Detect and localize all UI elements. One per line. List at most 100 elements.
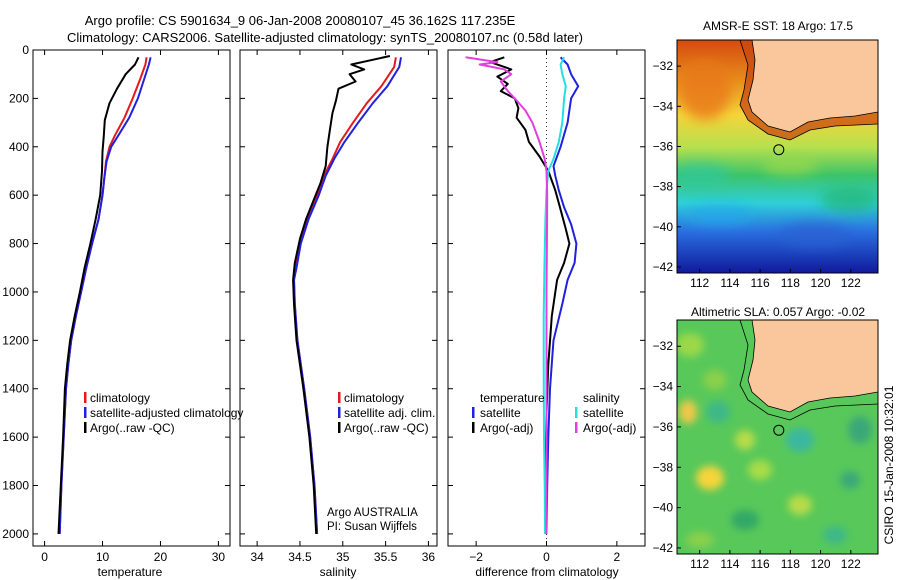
salinity-xtick-label: 34.5 (288, 550, 312, 564)
legend-label-temp-satellite: satellite (480, 406, 521, 420)
legend-label-argo: Argo(..raw -QC) (344, 421, 429, 435)
map-lon-label: 114 (720, 276, 739, 290)
depth-tick-label: 600 (9, 188, 29, 202)
legend-swatch-temp-argo (472, 422, 475, 433)
difference-series-argo-adj- (465, 56, 549, 534)
map-lon-label: 112 (690, 276, 709, 290)
legend-label-sal-argo: Argo(-adj) (583, 421, 636, 435)
salinity-series-climatology (293, 57, 397, 534)
temperature-xtick-label: 0 (41, 550, 48, 564)
map-lat-label: −42 (653, 260, 674, 274)
sst-coastline (747, 40, 878, 133)
legend-label-temp-argo: Argo(-adj) (480, 421, 533, 435)
legend-label-satellite: satellite adj. clim. (344, 406, 435, 420)
map-lat-label: −34 (653, 99, 674, 113)
sla-coastline (747, 320, 878, 413)
legend-swatch-climatology (338, 392, 341, 403)
salinity-xtick-label: 36 (422, 550, 436, 564)
map-lon-label: 118 (781, 557, 800, 571)
map-lat-label: −38 (653, 460, 674, 474)
figure-title-line1: Argo profile: CS 5901634_9 06-Jan-2008 2… (85, 13, 516, 28)
depth-tick-label: 1200 (2, 333, 29, 347)
map-lat-label: −36 (653, 139, 674, 153)
map-lon-label: 114 (720, 557, 739, 571)
sst-shelf-contour (739, 40, 878, 141)
temperature-series-satellite-adjusted-climatology (58, 57, 152, 534)
depth-tick-label: 200 (9, 91, 29, 105)
salinity-series-satellite-adj-clim- (293, 57, 402, 534)
legend-label-argo: Argo(..raw -QC) (90, 421, 175, 435)
depth-tick-label: 1600 (2, 430, 29, 444)
salinity-xtick-label: 35 (336, 550, 350, 564)
map-lon-label: 116 (751, 276, 770, 290)
difference-xtick-label: −2 (469, 550, 483, 564)
map-lat-label: −34 (653, 380, 674, 394)
temperature-series-climatology (58, 57, 148, 534)
legend-swatch-sal-satellite (575, 407, 578, 418)
legend-swatch-argo (338, 422, 341, 433)
legend-swatch-sal-argo (575, 422, 578, 433)
map-lat-label: −42 (653, 541, 674, 555)
temperature-xlabel: temperature (98, 565, 163, 579)
difference-xlabel: difference from climatology (475, 565, 618, 579)
figure-title-line2: Climatology: CARS2006. Satellite-adjuste… (67, 30, 583, 45)
legend-swatch-satellite (338, 407, 341, 418)
legend-title-temperature: temperature (480, 391, 545, 405)
map-lat-label: −36 (653, 420, 674, 434)
difference-series-argo-adj- (489, 56, 571, 534)
map-lon-label: 120 (811, 557, 831, 571)
legend-title-salinity: salinity (583, 391, 620, 405)
difference-series-satellite (542, 56, 567, 534)
legend-swatch-satellite (84, 407, 87, 418)
legend-swatch-climatology (84, 392, 87, 403)
salinity-legend: climatology satellite adj. clim. Argo(..… (338, 391, 435, 435)
salinity-axes (239, 49, 438, 547)
depth-tick-label: 400 (9, 140, 29, 154)
legend-label-climatology: climatology (344, 391, 404, 405)
temperature-axes (32, 49, 231, 547)
map-lon-label: 120 (811, 276, 831, 290)
map-lat-label: −32 (653, 59, 674, 73)
csiro-timestamp: CSIRO 15-Jan-2008 10:32:01 (882, 385, 896, 544)
legend-label-sal-satellite: satellite (583, 406, 624, 420)
map-lat-label: −40 (653, 501, 674, 515)
sla-map-frame (676, 319, 879, 555)
map-lon-label: 118 (781, 276, 800, 290)
map-lon-label: 116 (751, 557, 770, 571)
map-lat-label: −40 (653, 220, 674, 234)
argo-owner-annotation: Argo AUSTRALIA (327, 507, 418, 519)
temperature-legend: climatology satellite-adjusted climatolo… (84, 391, 243, 435)
salinity-series-argo-raw-qc- (292, 55, 391, 534)
depth-tick-label: 0 (22, 43, 29, 57)
sla-argo-marker (773, 424, 785, 436)
sst-argo-marker (773, 144, 785, 156)
depth-tick-label: 800 (9, 237, 29, 251)
salinity-xtick-label: 35.5 (374, 550, 398, 564)
depth-tick-label: 2000 (2, 527, 29, 541)
salinity-xtick-label: 34 (250, 550, 264, 564)
sla-land (748, 320, 878, 412)
sla-shelf-contour (739, 320, 878, 421)
sst-map (677, 40, 878, 273)
temperature-series-argo-raw-qc- (57, 56, 140, 534)
pi-annotation: PI: Susan Wijffels (327, 521, 417, 533)
sla-map (677, 320, 878, 554)
depth-tick-label: 1000 (2, 285, 29, 299)
legend-label-climatology: climatology (90, 391, 150, 405)
depth-tick-label: 1800 (2, 479, 29, 493)
map-lon-label: 122 (841, 557, 861, 571)
sst-map-frame (676, 39, 879, 274)
salinity-xlabel: salinity (320, 565, 357, 579)
sst-land (748, 40, 878, 132)
legend-swatch-argo (84, 422, 87, 433)
map-lat-label: −38 (653, 180, 674, 194)
map-lon-label: 112 (690, 557, 709, 571)
temperature-xtick-label: 30 (212, 550, 226, 564)
temperature-xtick-label: 10 (96, 550, 110, 564)
legend-swatch-temp-satellite (472, 407, 475, 418)
temperature-xtick-label: 20 (154, 550, 168, 564)
legend-label-satellite: satellite-adjusted climatology (90, 406, 243, 420)
difference-xtick-label: 2 (614, 550, 621, 564)
sst-map-title: AMSR-E SST: 18 Argo: 17.5 (703, 19, 853, 33)
